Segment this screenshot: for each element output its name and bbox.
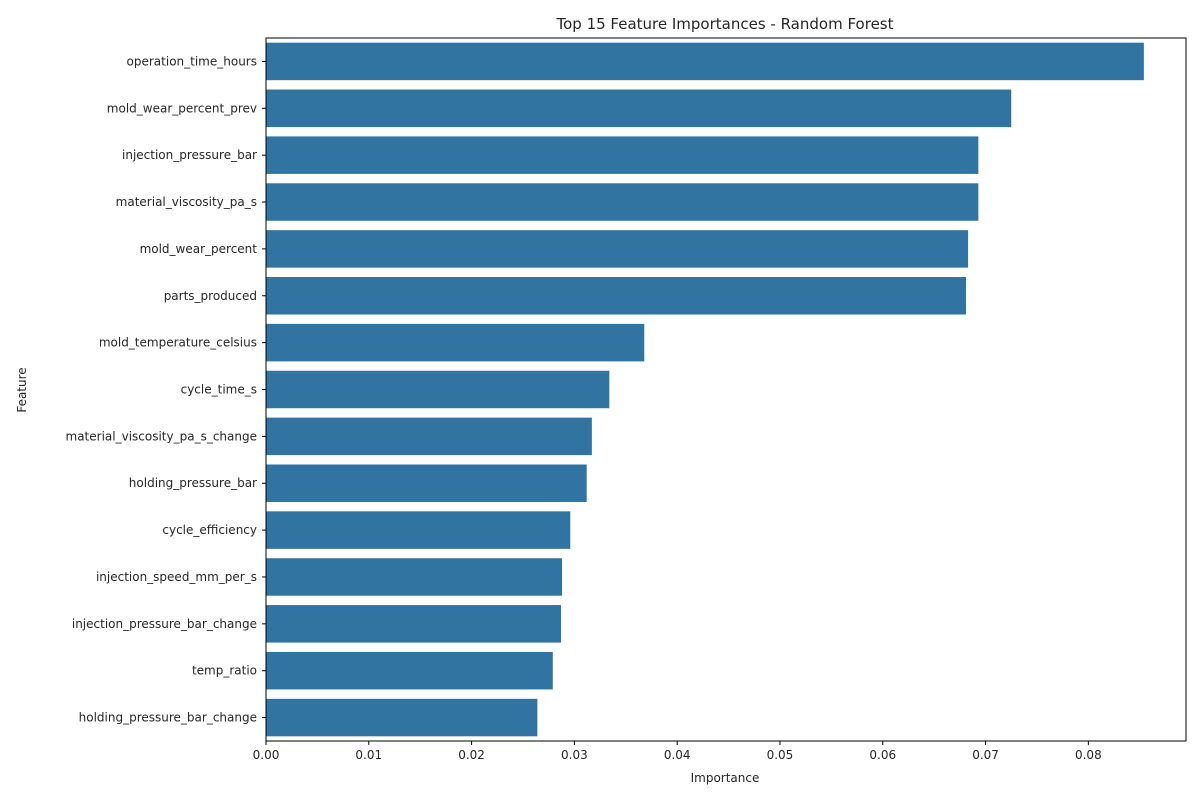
bar-holding-pressure-bar (266, 464, 587, 502)
bars-group (266, 42, 1144, 737)
y-tick-label: mold_wear_percent_prev (107, 101, 257, 115)
bar-cycle-efficiency (266, 511, 571, 549)
x-tick-label: 0.02 (458, 748, 485, 762)
x-tick-labels: 0.00 0.01 0.02 0.03 0.04 0.05 0.06 0.07 0.08 (253, 741, 1102, 762)
y-tick-label: injection_pressure_bar_change (72, 617, 257, 631)
plot-frame (265, 37, 1187, 742)
y-tick-label: cycle_time_s (181, 383, 257, 397)
y-tick-labels: operation_time_hours mold_wear_percent_pr… (66, 54, 266, 725)
y-tick-label: injection_speed_mm_per_s (96, 570, 257, 584)
x-tick-label: 0.00 (253, 748, 280, 762)
bar-operation-time-hours (266, 42, 1144, 81)
y-tick-label: material_viscosity_pa_s_change (66, 429, 258, 443)
y-tick-label: injection_pressure_bar (122, 148, 257, 162)
y-tick-label: holding_pressure_bar (129, 476, 257, 490)
bar-mold-wear-percent (266, 230, 969, 268)
y-tick-label: material_viscosity_pa_s (116, 195, 257, 209)
bar-injection-pressure-bar (266, 136, 979, 174)
bar-mold-wear-percent-prev (266, 89, 1012, 128)
bar-mold-temperature-celsius (266, 323, 645, 362)
y-tick-label: operation_time_hours (127, 54, 257, 68)
bar-injection-speed-mm-per-s (266, 558, 563, 596)
bar-cycle-time-s (266, 370, 610, 409)
chart-title: Top 15 Feature Importances - Random Fore… (555, 15, 893, 33)
bar-injection-pressure-bar-change (266, 605, 562, 643)
x-tick-label: 0.06 (869, 748, 896, 762)
y-axis-title: Feature (15, 367, 29, 412)
x-tick-label: 0.08 (1075, 748, 1102, 762)
bar-material-viscosity-pa-s (266, 183, 979, 221)
x-tick-label: 0.03 (561, 748, 588, 762)
x-axis-title: Importance (691, 771, 760, 785)
x-tick-label: 0.04 (664, 748, 691, 762)
y-tick-label: holding_pressure_bar_change (79, 711, 257, 725)
y-tick-label: parts_produced (164, 289, 257, 303)
y-tick-label: temp_ratio (192, 664, 257, 678)
x-tick-label: 0.05 (767, 748, 794, 762)
bar-temp-ratio (266, 651, 553, 690)
bar-material-viscosity-pa-s-change (266, 417, 592, 456)
x-tick-label: 0.07 (972, 748, 999, 762)
y-tick-label: cycle_efficiency (162, 523, 257, 537)
y-tick-label: mold_temperature_celsius (99, 336, 257, 350)
bar-holding-pressure-bar-change (266, 698, 538, 737)
x-tick-label: 0.01 (355, 748, 382, 762)
y-tick-label: mold_wear_percent (140, 242, 258, 256)
bar-parts-produced (266, 277, 967, 315)
